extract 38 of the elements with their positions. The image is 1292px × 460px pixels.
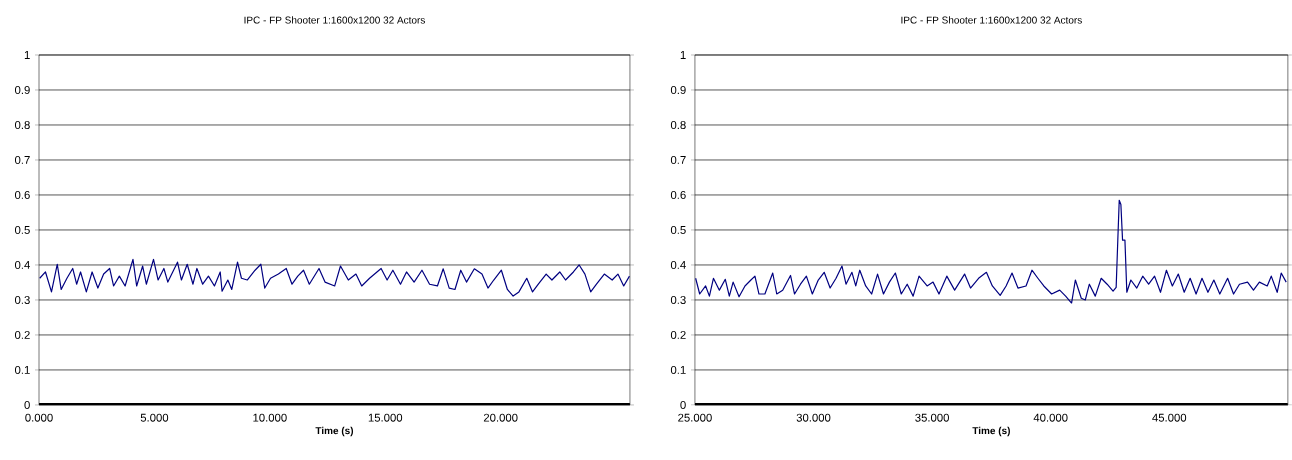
x-tick-label: 5.000 [140,413,169,422]
y-tick-label: 0.6 [14,191,30,200]
y-tick-label: 0.5 [14,225,30,234]
x-tick-label: 25.000 [678,413,712,422]
y-tick-label: 0.9 [14,86,30,95]
line-series [695,199,1287,304]
x-tick-label: 0.000 [25,413,53,422]
x-tick-label: 30.000 [796,413,831,422]
y-tick-label: 0 [24,400,30,409]
y-tick-label: 0.4 [14,260,30,269]
x-tick-label: 15.000 [368,413,403,422]
y-tick-label: 0.8 [14,121,30,130]
x-tick-label: 35.000 [915,413,949,422]
y-tick-label: 1 [680,51,686,59]
line-series [39,258,630,297]
y-tick-label: 0.3 [14,295,30,304]
chart-title: IPC - FP Shooter 1:1600x1200 32 Actors [901,16,1082,24]
x-tick-label: 10.000 [253,413,287,422]
y-tick-label: 0.7 [670,156,686,165]
y-tick-label: 0.2 [14,330,30,339]
chart-title: IPC - FP Shooter 1:1600x1200 32 Actors [244,16,425,24]
y-tick-label: 0.6 [670,191,686,200]
y-tick-label: 0.4 [670,260,686,269]
y-tick-label: 0.9 [670,86,686,95]
y-tick-label: 0.8 [670,121,686,130]
y-tick-label: 0.5 [670,225,686,234]
x-axis-title: Time (s) [315,426,354,437]
x-tick-label: 40.000 [1033,413,1068,422]
x-axis-title: Time (s) [972,426,1010,437]
x-tick-label: 45.000 [1152,413,1187,422]
y-tick-label: 1 [24,51,30,59]
y-tick-label: 0.7 [14,156,30,165]
y-tick-label: 0.3 [670,295,686,304]
y-tick-label: 0 [680,400,686,409]
x-tick-label: 20.000 [483,413,518,422]
y-tick-label: 0.1 [670,365,686,374]
y-tick-label: 0.1 [14,365,30,374]
y-tick-label: 0.2 [670,330,686,339]
